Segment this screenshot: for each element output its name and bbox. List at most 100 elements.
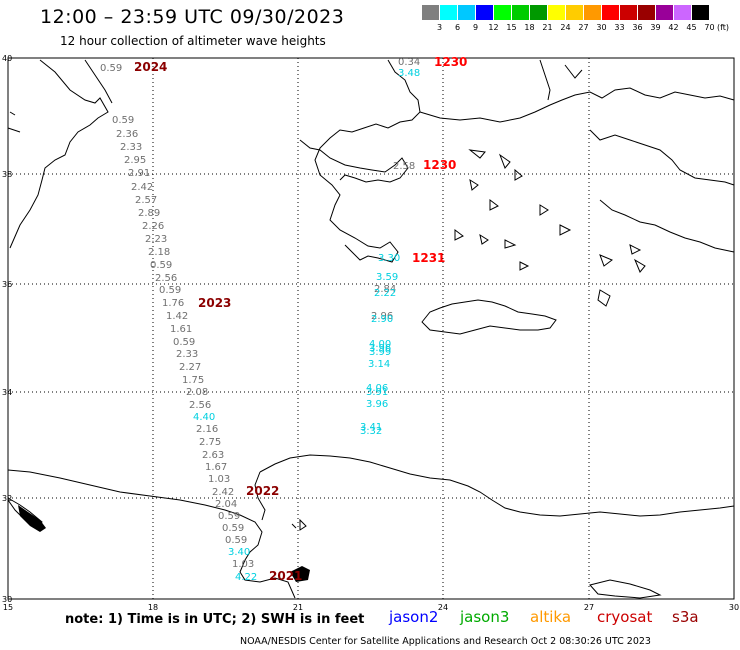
coastlines xyxy=(7,59,735,599)
wave-height-value: 2.57 xyxy=(135,195,157,206)
scale-label: 15 xyxy=(506,23,517,32)
map-subtitle: 12 hour collection of altimeter wave hei… xyxy=(60,34,326,48)
wave-height-value: 3.96 xyxy=(369,343,391,354)
wave-height-value: 3.32 xyxy=(360,426,382,437)
lon-label: 18 xyxy=(148,603,158,612)
wave-height-value: 4.06 xyxy=(366,383,388,394)
wave-height-value: 1.75 xyxy=(182,375,204,386)
wave-height-value: 1.03 xyxy=(208,474,230,485)
cyprus-island xyxy=(589,579,662,599)
wave-height-value: 3.48 xyxy=(398,68,420,79)
wave-height-value: 2.27 xyxy=(179,362,201,373)
wave-height-value: 1.67 xyxy=(205,462,227,473)
wave-height-value: 1.61 xyxy=(170,324,192,335)
lat-label: 38 xyxy=(2,170,12,179)
wave-height-value: 1.42 xyxy=(166,311,188,322)
wave-height-value: 2.56 xyxy=(189,400,211,411)
coastline-italy xyxy=(9,59,109,249)
coastline-libya-west xyxy=(7,469,296,599)
scale-label: 21 xyxy=(542,23,553,32)
wave-height-value: 3.41 xyxy=(360,422,382,433)
wave-height-value: 2.75 xyxy=(199,437,221,448)
wave-height-value: 0.59 xyxy=(150,260,172,271)
track-time-label: 2024 xyxy=(134,60,167,74)
wave-height-value: 0.59 xyxy=(100,63,122,74)
wave-height-value: 3.59 xyxy=(376,272,398,283)
wave-height-value: 2.95 xyxy=(124,155,146,166)
lat-label: 30 xyxy=(2,595,12,604)
wave-height-value: 2.89 xyxy=(138,208,160,219)
lon-label: 27 xyxy=(584,603,594,612)
lat-label: 34 xyxy=(2,388,12,397)
wave-height-value: 2.63 xyxy=(202,450,224,461)
crete-island xyxy=(421,299,557,335)
wave-height-value: 0.59 xyxy=(218,511,240,522)
scale-swatch xyxy=(692,5,709,20)
wave-height-value: 2.18 xyxy=(148,247,170,258)
scale-swatch xyxy=(458,5,475,20)
lat-label: 32 xyxy=(2,494,12,503)
coastline-turkey-south xyxy=(599,199,735,253)
wave-height-value: 2.33 xyxy=(176,349,198,360)
scale-label: 42 xyxy=(668,23,679,32)
scale-swatch xyxy=(656,5,673,20)
wave-height-value: 0.59 xyxy=(112,115,134,126)
satellite-legend-item: altika xyxy=(530,608,572,626)
wave-height-value: 1.76 xyxy=(162,298,184,309)
scale-label: 45 xyxy=(686,23,697,32)
wave-height-value: 2.58 xyxy=(393,161,415,172)
scale-swatch xyxy=(494,5,511,20)
wave-height-value: 2.36 xyxy=(116,129,138,140)
coastline-corinth xyxy=(299,139,409,183)
wave-height-value: 4.22 xyxy=(235,572,257,583)
lat-label: 36 xyxy=(2,280,12,289)
scale-swatch xyxy=(476,5,493,20)
track-time-label: 1231 xyxy=(412,251,445,265)
scale-label: 9 xyxy=(472,23,479,32)
scale-label: 30 xyxy=(596,23,607,32)
wave-height-value: 2.90 xyxy=(371,314,393,325)
scale-label: 70 xyxy=(704,23,715,32)
wave-height-value: 2.84 xyxy=(374,284,396,295)
scale-label: 12 xyxy=(488,23,499,32)
scale-swatch xyxy=(530,5,547,20)
wave-height-value: 4.00 xyxy=(369,339,391,350)
map-title: 12:00 – 23:59 UTC 09/30/2023 xyxy=(40,6,345,28)
track-time-label: 1230 xyxy=(423,158,456,172)
wave-height-value: 2.16 xyxy=(196,424,218,435)
scale-unit: (ft) xyxy=(717,23,730,32)
satellite-track-east: 0.343.48 2.58 3.30 3.592.842.22 2.962.90 4.00… xyxy=(360,55,467,437)
credit-line: NOAA/NESDIS Center for Satellite Applica… xyxy=(240,636,651,647)
track-time-label: 2023 xyxy=(198,296,231,310)
scale-label: 39 xyxy=(650,23,661,32)
karpathos-island xyxy=(597,289,611,307)
wave-height-value: 3.96 xyxy=(366,399,388,410)
coastline-turkey-west xyxy=(589,129,735,186)
wave-height-value: 2.33 xyxy=(120,142,142,153)
wave-height-value: 2.56 xyxy=(155,273,177,284)
wave-height-value: 2.26 xyxy=(142,221,164,232)
lon-label: 15 xyxy=(3,603,13,612)
map-frame xyxy=(7,57,735,600)
scale-swatch xyxy=(638,5,655,20)
scale-label: 18 xyxy=(524,23,535,32)
wave-height-value: 0.59 xyxy=(222,523,244,534)
satellite-legend-item: jason3 xyxy=(460,608,510,626)
wave-height-value: 0.34 xyxy=(398,57,420,68)
wave-height-value: 3.40 xyxy=(228,547,250,558)
scale-swatch xyxy=(422,5,439,20)
wave-height-value: 2.42 xyxy=(212,487,234,498)
wave-height-value: 0.59 xyxy=(173,337,195,348)
wave-height-value: 3.91 xyxy=(366,387,388,398)
wave-height-value: 4.40 xyxy=(193,412,215,423)
satellite-legend-item: s3a xyxy=(672,608,699,626)
scale-label: 6 xyxy=(454,23,461,32)
wave-height-value: 3.14 xyxy=(368,359,390,370)
scale-label: 36 xyxy=(632,23,643,32)
track-time-label: 2022 xyxy=(246,484,279,498)
satellite-legend-item: cryosat xyxy=(597,608,653,626)
lon-label: 30 xyxy=(729,603,739,612)
malta-area-island xyxy=(290,566,310,582)
wave-height-value: 2.96 xyxy=(371,311,393,322)
